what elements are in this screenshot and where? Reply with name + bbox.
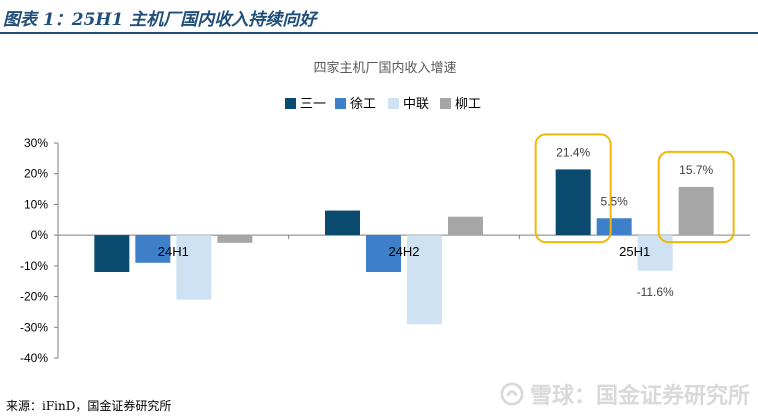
legend-label-1: 徐工 [350,97,376,112]
legend-swatch-1 [335,98,346,109]
figure-header: 图表 1：25H1 主机厂国内收入持续向好 [0,0,758,34]
bar-24H1-series-1 [135,235,171,263]
data-label: 15.7% [679,163,713,177]
figure-title: 图表 1：25H1 主机厂国内收入持续向好 [3,10,317,30]
bar-24H2-series-0 [325,210,360,236]
bar-24H1-series-3 [217,235,253,243]
highlight-box-1 [657,150,735,244]
bar-24H2-series-1 [366,235,401,272]
legend-swatch-2 [388,98,399,109]
watermark-text: 雪球：国金证券研究所 [529,384,750,409]
data-label: 5.5% [600,194,628,208]
y-tick-label: -40% [20,351,48,365]
data-label: 21.4% [556,145,590,159]
bar-24H2-series-3 [448,216,483,236]
data-label: -11.6% [637,285,674,299]
highlight-box-0 [534,133,612,244]
y-tick-label: 30% [24,136,48,150]
legend-label-2: 中联 [403,97,429,112]
bar-25H1-series-3 [678,186,714,236]
legend-label-0: 三一 [300,97,326,112]
legend-swatch-0 [285,98,296,109]
bar-24H1-series-2 [176,235,212,300]
snowball-logo-icon [500,382,524,406]
y-tick-label: -10% [20,259,48,273]
watermark: 雪球：国金证券研究所 [500,378,750,410]
y-tick-label: 0% [31,228,49,242]
y-tick-label: -30% [20,320,48,334]
bar-25H1-series-0 [555,169,591,236]
source-note: 来源：iFinD，国金证券研究所 [6,399,172,413]
chart-title: 四家主机厂国内收入增速 [313,60,456,76]
bar-25H1-series-1 [596,218,632,236]
bar-24H2-series-2 [407,235,442,325]
legend-label-3: 柳工 [455,97,481,112]
bar-24H1-series-0 [94,235,130,272]
x-category-label: 25H1 [619,244,650,259]
y-tick-label: 20% [24,167,48,181]
legend-swatch-3 [440,98,451,109]
x-category-label: 24H1 [158,244,189,259]
x-category-label: 24H2 [388,244,419,259]
y-tick-label: -20% [20,290,48,304]
y-tick-label: 10% [24,197,48,211]
